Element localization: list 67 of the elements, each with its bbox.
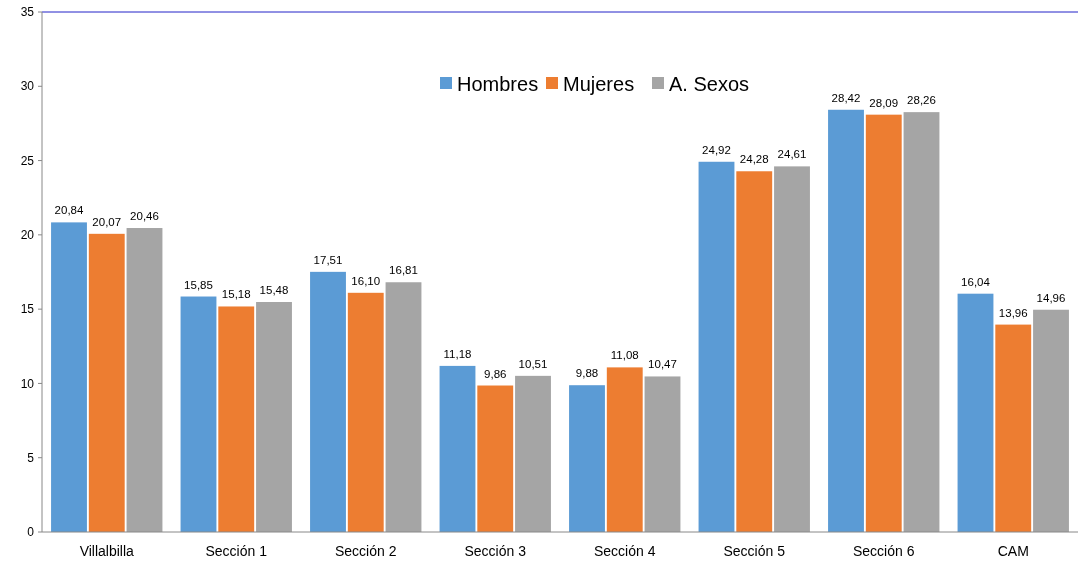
bar (88, 233, 125, 532)
x-tick-label: CAM (997, 543, 1029, 559)
legend-label: Hombres (457, 73, 539, 95)
y-tick-label: 5 (27, 450, 35, 465)
y-tick-label: 25 (20, 153, 35, 168)
y-tick-label: 35 (20, 5, 35, 20)
data-label: 9,86 (484, 367, 507, 380)
y-tick-label: 10 (20, 376, 35, 391)
data-label: 10,51 (518, 357, 548, 370)
bar (957, 293, 994, 532)
data-label: 14,96 (1036, 291, 1066, 304)
data-label: 15,85 (184, 278, 213, 291)
data-label: 17,51 (313, 253, 343, 266)
bar (256, 302, 292, 532)
y-tick-label: 15 (20, 302, 35, 317)
data-label: 20,46 (130, 210, 159, 223)
data-label: 28,42 (831, 91, 861, 104)
bar (439, 365, 476, 532)
bar (828, 109, 864, 532)
data-label: 16,81 (389, 264, 418, 277)
bar (347, 292, 384, 532)
x-tick-label: Sección 4 (594, 543, 656, 559)
bar (218, 306, 255, 532)
bar (736, 171, 773, 532)
y-tick-label: 30 (20, 79, 35, 94)
bar (515, 375, 551, 532)
y-tick-label: 20 (20, 228, 35, 243)
data-label: 16,04 (961, 275, 991, 288)
data-label: 20,07 (92, 215, 122, 228)
x-tick-label: Sección 2 (335, 543, 397, 559)
legend-label: A. Sexos (669, 73, 750, 95)
legend-label: Mujeres (563, 73, 635, 95)
x-tick-label: Sección 1 (205, 543, 268, 559)
bar (903, 112, 940, 532)
data-label: 15,18 (221, 288, 251, 301)
data-label: 28,26 (907, 94, 936, 107)
x-tick-label: Sección 3 (464, 543, 527, 559)
data-label: 9,88 (575, 367, 599, 380)
y-tick-label: 0 (27, 525, 35, 540)
data-label: 16,10 (351, 274, 381, 287)
data-label: 24,61 (777, 148, 807, 161)
bar (644, 376, 681, 532)
bar (865, 114, 902, 532)
bar (774, 166, 810, 532)
data-label: 11,08 (610, 349, 639, 362)
bar (385, 282, 422, 532)
bar (698, 161, 735, 532)
bar (477, 385, 514, 532)
bar (1033, 309, 1069, 532)
data-label: 24,28 (739, 153, 769, 166)
x-tick-label: Villalbilla (79, 543, 135, 559)
x-tick-label: Sección 5 (723, 543, 786, 559)
bar (51, 222, 87, 532)
data-label: 28,09 (869, 96, 899, 109)
data-label: 11,18 (443, 347, 472, 360)
bar (180, 296, 217, 532)
data-label: 15,48 (259, 284, 289, 297)
bar (995, 324, 1032, 532)
data-label: 10,47 (648, 358, 677, 371)
x-tick-label: Sección 6 (853, 543, 915, 559)
data-label: 20,84 (54, 204, 84, 217)
data-label: 13,96 (998, 306, 1028, 319)
bar (606, 367, 643, 532)
bar (569, 385, 605, 532)
bar (126, 228, 163, 532)
bar (310, 271, 346, 532)
data-label: 24,92 (702, 143, 731, 156)
